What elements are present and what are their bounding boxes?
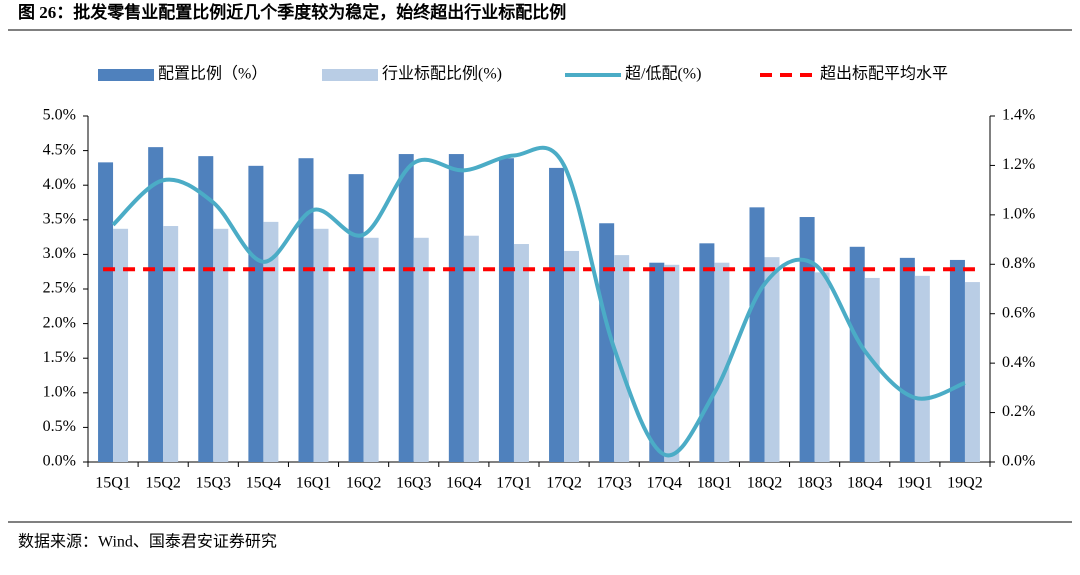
x-tick-label: 15Q3 (195, 475, 231, 492)
bar (899, 257, 915, 462)
bar (98, 162, 114, 462)
y2-tick-label: 1.2% (1002, 156, 1035, 173)
bar (413, 237, 429, 462)
bar (849, 246, 865, 462)
chart-title: 图 26：批发零售业配置比例近几个季度较为稳定，始终超出行业标配比例 (18, 2, 566, 22)
source: 数据来源：Wind、国泰君安证券研究 (18, 533, 277, 551)
bar (964, 282, 980, 462)
x-tick-label: 19Q2 (947, 475, 983, 492)
bar (864, 277, 880, 462)
bar (448, 154, 464, 462)
y2-tick-label: 0.2% (1002, 403, 1035, 420)
y2-tick-label: 0.4% (1002, 354, 1035, 371)
bar (263, 221, 279, 462)
x-tick-label: 16Q4 (446, 475, 482, 492)
x-tick-label: 15Q4 (246, 475, 282, 492)
y-tick-label: 1.0% (43, 383, 76, 400)
bar (599, 223, 615, 462)
x-tick-label: 18Q2 (747, 475, 783, 492)
x-tick-label: 19Q1 (897, 475, 933, 492)
y2-tick-label: 1.0% (1002, 206, 1035, 223)
bar (163, 226, 179, 462)
bar (949, 259, 965, 462)
bar (198, 156, 214, 463)
line (111, 145, 966, 458)
y2-tick-label: 0.6% (1002, 304, 1035, 321)
bar (814, 272, 830, 462)
bar (664, 264, 680, 462)
bar (649, 262, 665, 462)
legend-label: 行业标配比例(%) (382, 65, 502, 83)
x-tick-label: 15Q2 (145, 475, 181, 492)
y-tick-label: 0.0% (43, 453, 76, 470)
bar (764, 257, 780, 462)
y2-tick-label: 0.8% (1002, 255, 1035, 272)
legend-label: 配置比例（%） (158, 65, 267, 83)
x-tick-label: 16Q3 (396, 475, 432, 492)
bar (799, 217, 815, 462)
y-tick-label: 4.0% (43, 176, 76, 193)
x-tick-label: 16Q1 (296, 475, 332, 492)
y2-tick-label: 1.4% (1002, 107, 1035, 124)
legend-swatch (98, 69, 154, 81)
x-tick-label: 15Q1 (95, 475, 131, 492)
bar (113, 228, 129, 462)
bar (248, 165, 264, 462)
y-tick-label: 2.0% (43, 314, 76, 331)
x-tick-label: 18Q1 (697, 475, 733, 492)
x-tick-label: 17Q4 (646, 475, 682, 492)
bar (363, 237, 379, 462)
bar (564, 250, 580, 462)
bar (513, 244, 529, 462)
bar (463, 235, 479, 462)
y-tick-label: 4.5% (43, 141, 76, 158)
legend-swatch (322, 69, 378, 81)
x-tick-label: 17Q3 (596, 475, 632, 492)
bar (498, 158, 514, 462)
legend-label: 超/低配(%) (625, 65, 701, 83)
bar (699, 243, 715, 462)
bar (313, 228, 329, 462)
bar (549, 167, 565, 462)
y-tick-label: 0.5% (43, 418, 76, 435)
bar (749, 207, 765, 462)
y-tick-label: 1.5% (43, 349, 76, 366)
y-tick-label: 3.0% (43, 245, 76, 262)
bar (348, 174, 364, 463)
bar (714, 262, 730, 462)
x-tick-label: 17Q1 (496, 475, 532, 492)
y2-tick-label: 0.0% (1002, 453, 1035, 470)
bar (298, 158, 314, 462)
y-tick-label: 5.0% (43, 107, 76, 124)
bar (614, 255, 630, 462)
x-tick-label: 16Q2 (346, 475, 382, 492)
legend-label: 超出标配平均水平 (820, 65, 948, 83)
y-tick-label: 2.5% (43, 280, 76, 297)
bar (398, 154, 414, 462)
bar (148, 147, 164, 462)
y-tick-label: 3.5% (43, 210, 76, 227)
x-tick-label: 17Q2 (546, 475, 582, 492)
x-tick-label: 18Q3 (797, 475, 833, 492)
x-tick-label: 18Q4 (847, 475, 883, 492)
bar (914, 275, 930, 462)
bar (213, 228, 229, 462)
